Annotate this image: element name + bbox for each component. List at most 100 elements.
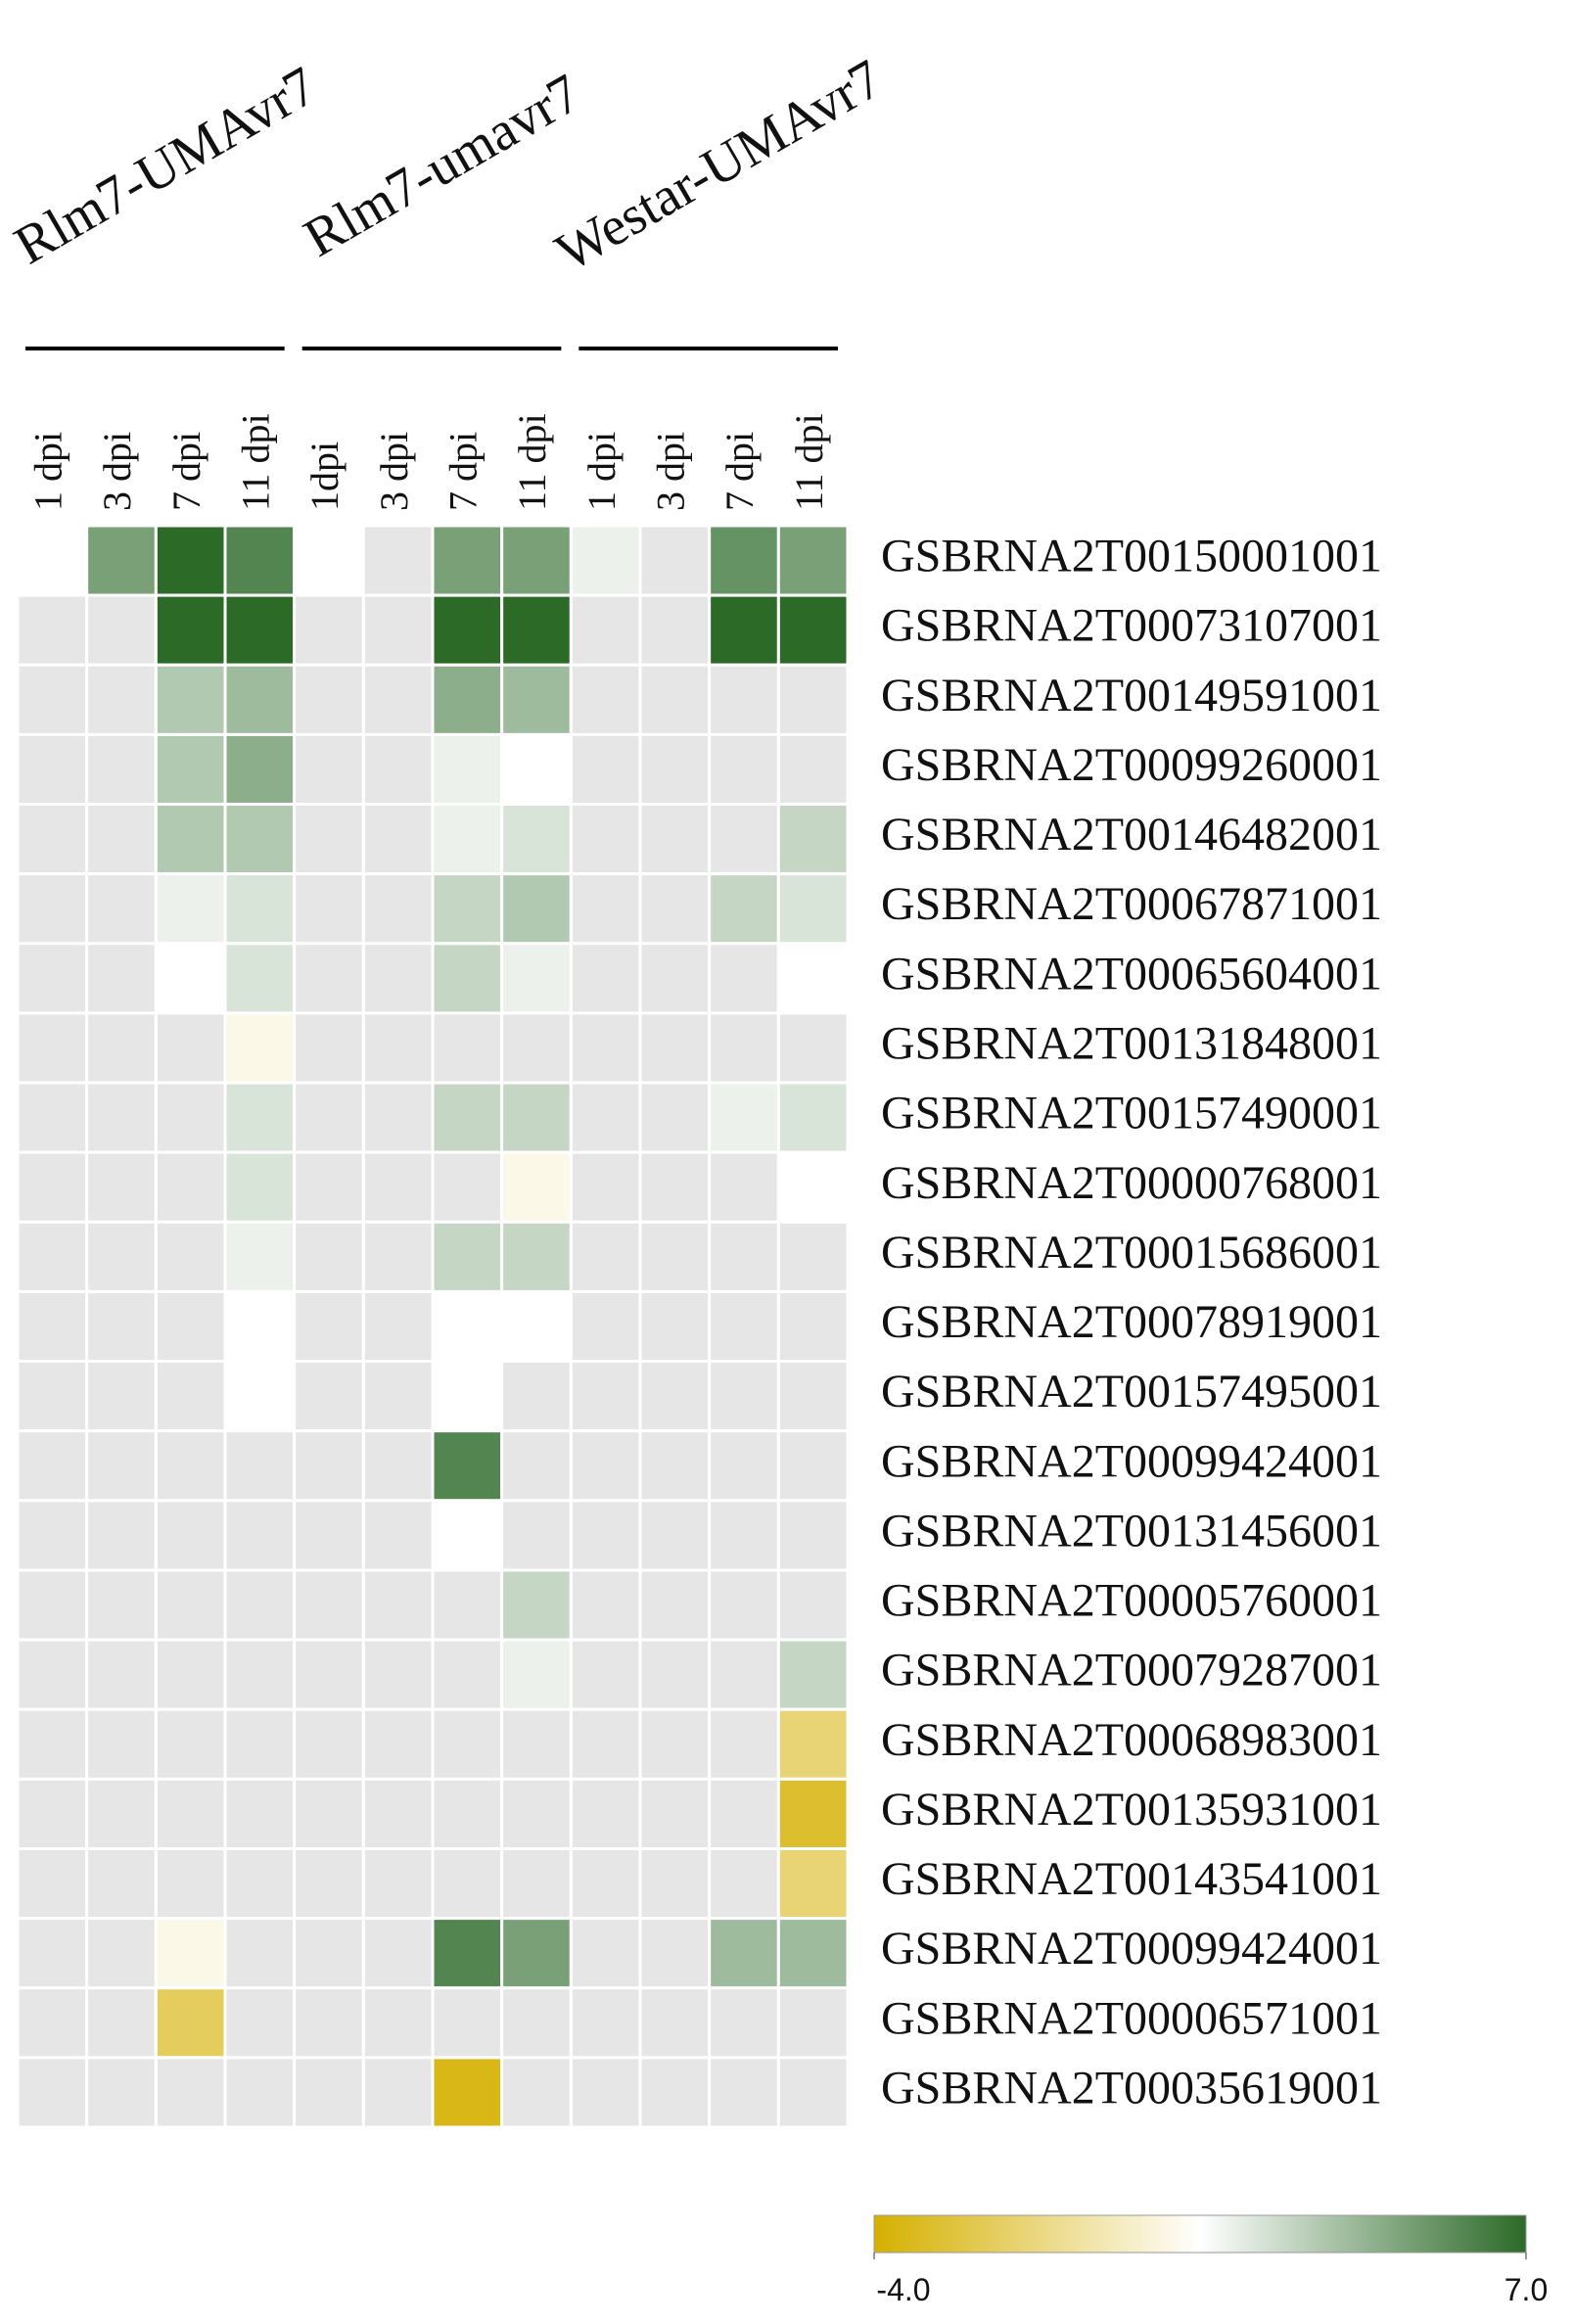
heatmap-cell — [223, 1011, 297, 1085]
heatmap-cell — [431, 1011, 504, 1085]
row-label: GSBRNA2T00099424001 — [881, 1435, 1382, 1487]
heatmap-cell — [569, 2056, 642, 2129]
heatmap-cell — [500, 1638, 573, 1711]
row-label: GSBRNA2T00099260001 — [881, 739, 1382, 791]
heatmap-cell — [16, 1429, 89, 1503]
heatmap-cell — [85, 1846, 158, 1921]
heatmap-cell — [16, 803, 89, 876]
heatmap-cell — [569, 524, 642, 597]
heatmap-cell — [293, 1986, 365, 2060]
row-label: GSBRNA2T00099424001 — [881, 1923, 1382, 1975]
heatmap-cell — [223, 524, 297, 597]
heatmap-cell — [85, 593, 158, 667]
heatmap-cell — [293, 1150, 365, 1224]
heatmap-cell — [223, 1220, 297, 1293]
heatmap-cell — [361, 1150, 435, 1224]
group-label: Rlm7-UMAvr7 — [5, 55, 327, 276]
heatmap-cell — [431, 1429, 504, 1503]
heatmap-cell — [223, 1150, 297, 1224]
heatmap-cell — [85, 2056, 158, 2129]
heatmap-cell — [154, 1360, 227, 1433]
heatmap-cell — [16, 593, 89, 667]
column-label: 1 dpi — [579, 432, 624, 511]
column-label: 11 dpi — [234, 413, 278, 511]
heatmap-cell — [293, 1429, 365, 1503]
heatmap-cell — [154, 663, 227, 736]
heatmap-cell — [431, 1638, 504, 1711]
column-label: 7 dpi — [441, 432, 486, 511]
heatmap-cell — [708, 1429, 780, 1503]
heatmap-cell — [154, 1846, 227, 1921]
heatmap-cell — [154, 2056, 227, 2129]
heatmap-cell — [638, 593, 712, 667]
heatmap-cell — [223, 1289, 297, 1364]
heatmap-cell — [293, 1289, 365, 1364]
heatmap-cell — [85, 1707, 158, 1781]
group-label: Westar-UMAvr7 — [546, 48, 893, 283]
heatmap-cell — [569, 1568, 642, 1642]
heatmap-cell — [638, 1986, 712, 2060]
heatmap-cell — [293, 1568, 365, 1642]
column-label: 3 dpi — [372, 432, 416, 511]
heatmap-cell — [361, 2056, 435, 2129]
heatmap-cell — [85, 1150, 158, 1224]
heatmap-cell — [293, 663, 365, 736]
heatmap-cell — [708, 1081, 780, 1154]
heatmap-cell — [361, 942, 435, 1015]
heatmap-cell — [223, 1568, 297, 1642]
heatmap-cell — [293, 803, 365, 876]
heatmap-cell — [361, 1846, 435, 1921]
heatmap-cell — [154, 803, 227, 876]
heatmap-cell — [293, 872, 365, 946]
heatmap-cell — [361, 732, 435, 807]
heatmap-cell — [638, 1289, 712, 1364]
heatmap-cell — [638, 663, 712, 736]
heatmap-cell — [85, 1011, 158, 1085]
heatmap-cell — [431, 1220, 504, 1293]
heatmap-cell — [223, 1777, 297, 1850]
heatmap-cell — [85, 1220, 158, 1293]
heatmap-cell — [223, 1429, 297, 1503]
heatmap-cell — [361, 524, 435, 597]
heatmap-cell — [708, 1568, 780, 1642]
heatmap-cell — [85, 663, 158, 736]
heatmap-cell — [361, 1220, 435, 1293]
heatmap-cell — [638, 1638, 712, 1711]
heatmap-cell — [154, 1568, 227, 1642]
row-label: GSBRNA2T00131456001 — [881, 1505, 1382, 1557]
heatmap-cell — [223, 942, 297, 1015]
heatmap-cell — [708, 732, 780, 807]
heatmap-cell — [776, 732, 850, 807]
heatmap-cell — [361, 1707, 435, 1781]
heatmap-cell — [431, 1360, 504, 1433]
heatmap-cell — [431, 1917, 504, 1990]
heatmap-cell — [154, 1777, 227, 1850]
heatmap-cell — [154, 1150, 227, 1224]
heatmap-cell — [776, 1220, 850, 1293]
heatmap-cell — [16, 1499, 89, 1572]
heatmap-cell — [776, 1638, 850, 1711]
heatmap-cell — [500, 1289, 573, 1364]
heatmap-cell — [776, 1150, 850, 1224]
heatmap-cell — [708, 1150, 780, 1224]
heatmap-cell — [708, 1360, 780, 1433]
column-label: 1dpi — [302, 442, 347, 511]
heatmap-cell — [154, 1081, 227, 1154]
heatmap-cell — [431, 524, 504, 597]
heatmap-cell — [708, 942, 780, 1015]
heatmap-cell — [500, 1568, 573, 1642]
heatmap-cell — [569, 942, 642, 1015]
heatmap-cell — [708, 1220, 780, 1293]
column-label: 3 dpi — [649, 432, 693, 511]
row-label: GSBRNA2T00150001001 — [881, 531, 1382, 582]
heatmap-cell — [638, 1360, 712, 1433]
heatmap-cell — [569, 1777, 642, 1850]
heatmap-cell — [500, 1499, 573, 1572]
heatmap-cell — [776, 803, 850, 876]
heatmap-cell — [85, 524, 158, 597]
heatmap-cell — [154, 1289, 227, 1364]
row-label: GSBRNA2T00035619001 — [881, 2062, 1382, 2114]
colorbar-tick-label: -4.0 — [876, 2272, 930, 2307]
heatmap-cell — [776, 1846, 850, 1921]
